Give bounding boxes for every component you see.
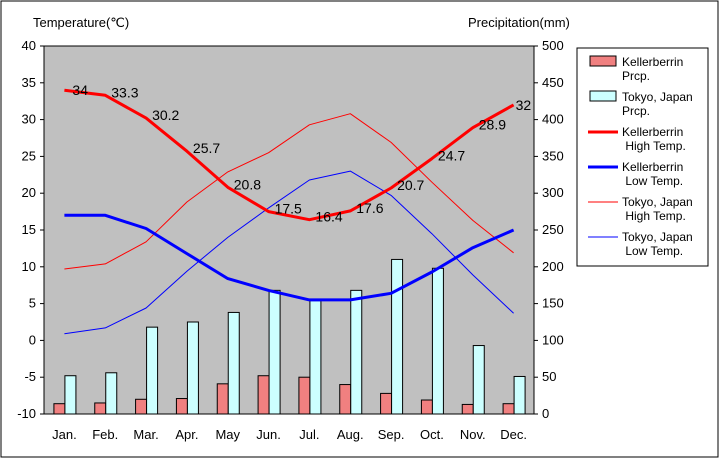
data-labels: 34 33.3 30.2 25.7 20.8 17.5 16.4 17.6 20.7 24.7 28… bbox=[72, 82, 531, 225]
kellerberrin-high-temp-line bbox=[64, 88, 515, 222]
x-tick-label: Apr. bbox=[175, 427, 198, 442]
right-tick-label: 100 bbox=[542, 332, 564, 347]
precip-bar-tokyo bbox=[105, 372, 118, 415]
precipitation-bars bbox=[53, 258, 526, 415]
legend-label: Kellerberrin High Temp. bbox=[622, 125, 686, 153]
x-tick-label: Nov. bbox=[460, 427, 486, 442]
legend-label: Kellerberrin Low Temp. bbox=[622, 160, 683, 188]
tokyo-high-temp-line bbox=[64, 113, 514, 270]
data-label: 32 bbox=[516, 97, 532, 113]
legend-swatch bbox=[589, 90, 617, 102]
legend-swatch bbox=[589, 55, 617, 67]
left-tick-label: 25 bbox=[22, 148, 36, 163]
data-label: 20.7 bbox=[397, 177, 424, 193]
left-axis: 40 35 30 25 20 15 10 5 0 -5 -10 bbox=[17, 38, 44, 421]
left-tick-label: 0 bbox=[29, 332, 36, 347]
precip-bar-tokyo bbox=[146, 326, 159, 415]
right-tick-label: 400 bbox=[542, 112, 564, 127]
right-tick-label: 500 bbox=[542, 38, 564, 53]
left-tick-label: 35 bbox=[22, 75, 36, 90]
precip-bar-kellerberrin bbox=[216, 383, 229, 415]
tokyo-low-temp-line bbox=[64, 170, 514, 335]
left-tick-label: 10 bbox=[22, 259, 36, 274]
legend-label: Tokyo, Japan Prcp. bbox=[622, 90, 693, 118]
right-tick-label: 250 bbox=[542, 222, 564, 237]
x-tick-label: Dec. bbox=[500, 427, 527, 442]
legend-label: Tokyo, Japan Low Temp. bbox=[622, 230, 693, 258]
data-label: 25.7 bbox=[193, 140, 220, 156]
data-label: 34 bbox=[72, 82, 88, 98]
precip-bar-tokyo bbox=[268, 289, 281, 415]
temperature-lines bbox=[64, 88, 515, 335]
precip-bar-tokyo bbox=[431, 267, 444, 415]
x-tick-label: May bbox=[215, 427, 240, 442]
precip-bar-tokyo bbox=[472, 345, 485, 415]
precip-bar-tokyo bbox=[186, 321, 199, 415]
right-axis-title: Precipitation(mm) bbox=[468, 15, 570, 30]
kellerberrin-low-temp-line bbox=[64, 213, 515, 302]
precip-bar-kellerberrin bbox=[257, 375, 270, 415]
x-tick-label: Feb. bbox=[92, 427, 118, 442]
left-tick-label: 20 bbox=[22, 185, 36, 200]
left-tick-label: 30 bbox=[22, 112, 36, 127]
legend-label: Kellerberrin Prcp. bbox=[622, 55, 683, 83]
precip-bar-kellerberrin bbox=[94, 402, 107, 415]
data-label: 16.4 bbox=[315, 209, 342, 225]
data-label: 17.6 bbox=[356, 200, 383, 216]
data-label: 17.5 bbox=[275, 201, 302, 217]
data-label: 33.3 bbox=[111, 84, 138, 100]
precip-bar-kellerberrin bbox=[53, 403, 66, 415]
x-tick-label: Jul. bbox=[299, 427, 319, 442]
left-tick-label: -5 bbox=[24, 369, 36, 384]
right-tick-label: 350 bbox=[542, 148, 564, 163]
right-tick-label: 450 bbox=[542, 75, 564, 90]
precip-bar-kellerberrin bbox=[420, 399, 433, 415]
data-label: 30.2 bbox=[152, 107, 179, 123]
precip-bar-tokyo bbox=[391, 258, 404, 415]
precip-bar-tokyo bbox=[350, 289, 363, 415]
left-tick-label: 40 bbox=[22, 38, 36, 53]
x-tick-label: Jun. bbox=[256, 427, 281, 442]
precip-bar-tokyo bbox=[227, 311, 240, 415]
right-tick-label: 50 bbox=[542, 369, 556, 384]
precip-bar-kellerberrin bbox=[298, 376, 311, 415]
precip-bar-kellerberrin bbox=[339, 384, 352, 415]
x-tick-label: Oct. bbox=[420, 427, 444, 442]
data-label: 28.9 bbox=[479, 117, 506, 133]
x-tick-label: Aug. bbox=[337, 427, 364, 442]
precip-bar-kellerberrin bbox=[380, 392, 393, 415]
data-label: 24.7 bbox=[438, 148, 465, 164]
precip-bar-kellerberrin bbox=[135, 398, 148, 415]
legend: Kellerberrin Prcp. Tokyo, Japan Prcp. Keller… bbox=[588, 55, 693, 258]
precip-bar-kellerberrin bbox=[175, 398, 188, 415]
legend-label: Tokyo, Japan High Temp. bbox=[622, 195, 693, 223]
precip-bar-kellerberrin bbox=[502, 403, 515, 415]
right-tick-label: 300 bbox=[542, 185, 564, 200]
x-axis: Jan. Feb. Mar. Apr. May Jun. Jul. Aug. Sep. Oct. N… bbox=[52, 427, 527, 442]
legend-box bbox=[576, 47, 709, 267]
precip-bar-kellerberrin bbox=[461, 403, 474, 415]
left-tick-label: 15 bbox=[22, 222, 36, 237]
left-axis-title: Temperature(℃) bbox=[33, 15, 129, 30]
x-tick-label: Mar. bbox=[133, 427, 158, 442]
left-tick-label: 5 bbox=[29, 296, 36, 311]
right-tick-label: 0 bbox=[542, 406, 549, 421]
right-tick-label: 150 bbox=[542, 296, 564, 311]
precip-bar-tokyo bbox=[64, 375, 77, 415]
right-tick-label: 200 bbox=[542, 259, 564, 274]
x-tick-label: Jan. bbox=[52, 427, 77, 442]
precip-bar-tokyo bbox=[513, 375, 526, 415]
data-label: 20.8 bbox=[234, 176, 261, 192]
x-tick-label: Sep. bbox=[378, 427, 405, 442]
precip-bar-tokyo bbox=[309, 300, 322, 415]
left-tick-label: -10 bbox=[17, 406, 36, 421]
